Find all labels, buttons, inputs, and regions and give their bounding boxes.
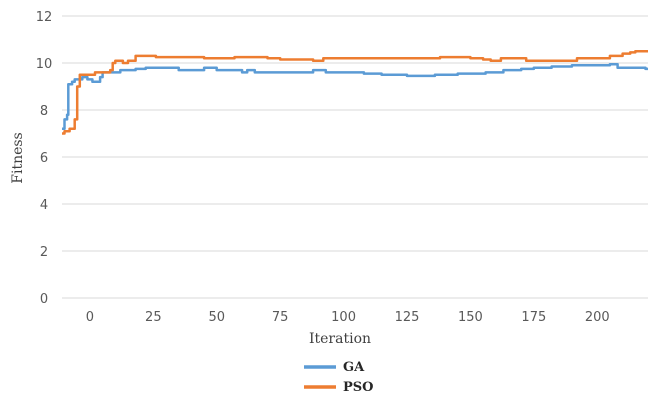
y-tick-label: 6 [40,151,48,166]
y-tick-label: 0 [40,292,48,307]
series-line-ga [62,62,648,131]
y-axis-title: Fitness [10,132,26,184]
legend-label-pso: PSO [343,380,374,395]
legend-label-ga: GA [343,360,365,375]
x-tick-label: 100 [331,310,356,325]
y-tick-label: 2 [40,245,48,260]
x-tick-label: 75 [272,310,289,325]
x-tick-label: 200 [585,310,610,325]
y-tick-label: 12 [36,10,53,25]
y-tick-label: 4 [40,198,48,213]
x-tick-label: 50 [208,310,225,325]
legend: GA PSO [304,360,374,395]
x-axis-title: Iteration [309,331,371,347]
x-tick-label: 125 [395,310,420,325]
series-lines [62,50,648,135]
series-line-pso [62,50,648,135]
x-tick-label: 25 [145,310,162,325]
y-tick-label: 10 [36,57,53,72]
gridlines [62,15,648,299]
x-tick-label: 150 [458,310,483,325]
y-axis-ticks: 0 2 4 6 8 10 12 [36,10,53,307]
x-tick-label: 175 [521,310,546,325]
x-axis-ticks: 0 25 50 75 100 125 150 175 200 [86,310,610,325]
y-tick-label: 8 [40,104,48,119]
x-tick-label: 0 [86,310,94,325]
